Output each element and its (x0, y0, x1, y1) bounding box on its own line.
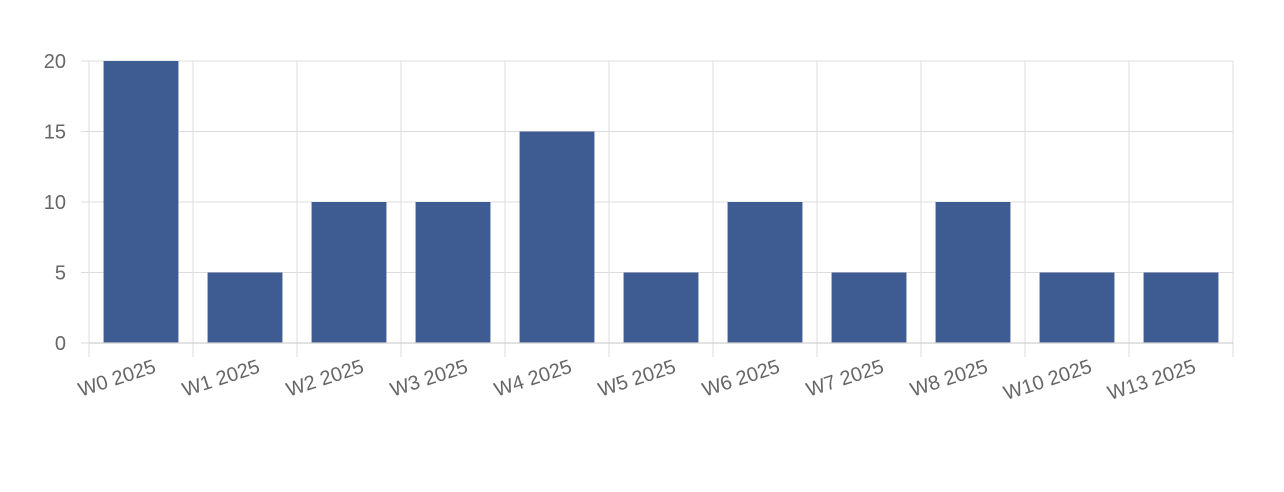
x-tick-label: W6 2025 (700, 356, 783, 402)
bar-w6-2025[interactable] (727, 202, 803, 343)
x-tick-label: W5 2025 (596, 356, 679, 402)
x-tick-label: W10 2025 (1001, 356, 1095, 405)
y-axis-tick-labels: 0 5 10 15 20 (44, 51, 66, 355)
bar-w13-2025[interactable] (1143, 272, 1219, 344)
bar-w4-2025[interactable] (519, 131, 595, 344)
x-tick-label: W3 2025 (388, 356, 471, 402)
bar-w3-2025[interactable] (415, 202, 491, 343)
bar-w1-2025[interactable] (207, 272, 283, 344)
x-tick-label: W4 2025 (492, 356, 575, 402)
bars (103, 61, 1219, 344)
y-tick-label: 0 (55, 333, 66, 355)
y-tick-label: 15 (44, 122, 66, 144)
y-tick-label: 10 (44, 192, 66, 214)
x-tick-label: W13 2025 (1105, 356, 1199, 405)
x-tick-label: W0 2025 (76, 356, 159, 402)
x-tick-label: W7 2025 (804, 356, 887, 402)
x-axis-tick-labels: W0 2025 W1 2025 W2 2025 W3 2025 W4 2025 W5 20… (76, 356, 1199, 405)
x-tick-label: W2 2025 (284, 356, 367, 402)
bar-w5-2025[interactable] (623, 272, 699, 344)
x-tick-label: W8 2025 (908, 356, 991, 402)
bar-w7-2025[interactable] (831, 272, 907, 344)
y-tick-label: 20 (44, 51, 66, 73)
bar-w0-2025[interactable] (103, 61, 179, 343)
bar-w10-2025[interactable] (1039, 272, 1115, 344)
bar-w8-2025[interactable] (935, 202, 1011, 343)
bar-w2-2025[interactable] (311, 202, 387, 343)
x-tick-label: W1 2025 (180, 356, 263, 402)
y-tick-label: 5 (55, 263, 66, 285)
